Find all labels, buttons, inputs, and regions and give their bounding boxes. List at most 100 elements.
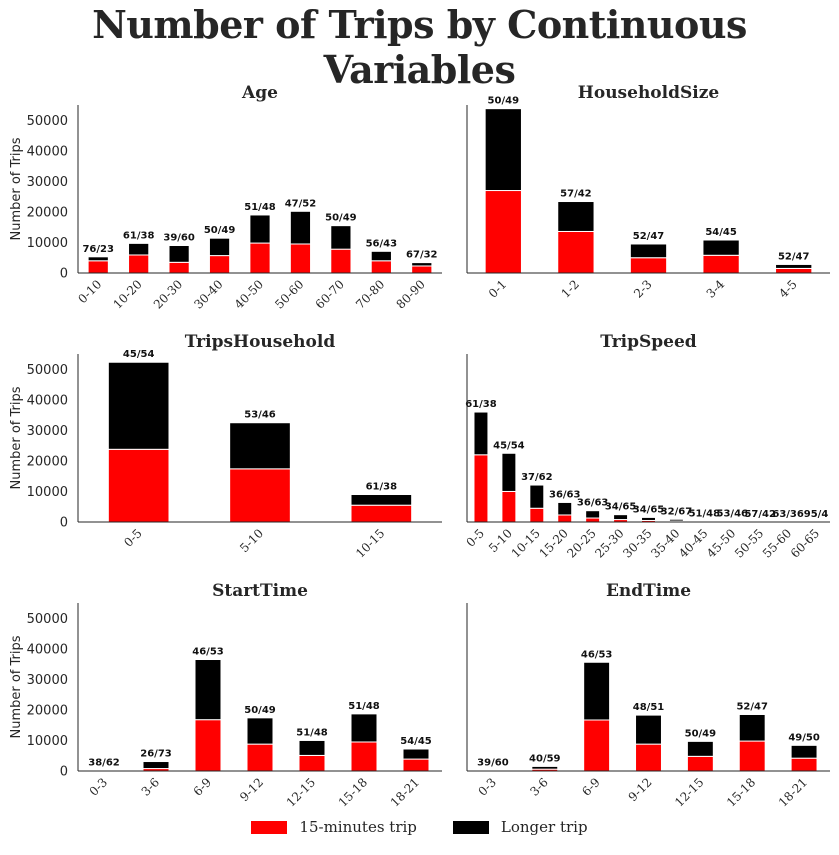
- panel-tripspeed-x-tick-label: 20-25: [564, 526, 598, 560]
- panel-tripshousehold-bar-short: [107, 448, 170, 523]
- panel-starttime-y-tick-label: 10000: [27, 734, 68, 749]
- panel-age-data-label: 61/38: [123, 230, 155, 241]
- panel-age-bar-long: [249, 214, 271, 244]
- panel-tripspeed-bar-long: [557, 501, 573, 516]
- panel-age-x-tick-label: 40-50: [232, 277, 266, 311]
- panel-tripspeed-x-tick-label: 25-30: [592, 526, 626, 560]
- panel-age-y-tick-label: 10000: [27, 236, 68, 251]
- panel-endtime-bar-short: [790, 757, 818, 772]
- panel-endtime-x-tick-label: 12-15: [672, 775, 706, 809]
- panel-tripspeed-x-tick-label: 30-35: [620, 526, 654, 560]
- panel-tripshousehold-data-label: 61/38: [366, 482, 398, 493]
- panel-age-y-tick-label: 20000: [27, 205, 68, 220]
- panel-endtime-bar-short: [686, 755, 714, 772]
- panel-tripspeed-x-tick-label: 60-65: [788, 526, 822, 560]
- panel-endtime-x-tick-label: 9-12: [626, 775, 655, 804]
- panel-starttime-data-label: 50/49: [244, 705, 276, 716]
- panel-tripshousehold-bar-short: [350, 504, 413, 523]
- panel-tripspeed-data-label: 32/67: [661, 506, 693, 517]
- panel-age-bar-short: [411, 265, 433, 274]
- panel-endtime-bar-short: [635, 743, 662, 772]
- panel-starttime-bar-long: [402, 748, 430, 760]
- panel-householdsize-x-tick-label: 0-1: [486, 277, 510, 301]
- panel-endtime-bar-long: [686, 740, 714, 757]
- panel-starttime-y-tick-label: 40000: [27, 642, 68, 657]
- panel-endtime-data-label: 48/51: [633, 702, 665, 713]
- panel-age-x-tick-label: 60-70: [313, 277, 347, 311]
- panel-age-data-label: 56/43: [366, 238, 398, 249]
- panel-tripshousehold-y-tick-label: 0: [60, 516, 68, 531]
- panel-age-x-tick-label: 20-30: [151, 277, 185, 311]
- panel-tripspeed-bar-short: [501, 490, 517, 523]
- panel-age-x-tick-label: 70-80: [353, 277, 387, 311]
- panel-age-x-tick-label: 0-10: [75, 277, 104, 306]
- panel-endtime-x-tick-label: 6-9: [579, 775, 603, 799]
- panel-endtime-bar-short: [583, 719, 611, 772]
- panel-age-y-tick-label: 40000: [27, 144, 68, 159]
- panel-tripspeed-bar-long: [501, 452, 517, 492]
- panel-householdsize-x-tick-label: 3-4: [704, 277, 728, 301]
- panel-age-y-axis-label: Number of Trips: [9, 137, 24, 240]
- panel-age-y-tick-label: 30000: [27, 175, 68, 190]
- panel-tripspeed-bar-long: [668, 518, 684, 522]
- panel-endtime-title: EndTime: [606, 581, 691, 601]
- panel-endtime-x-tick-label: 3-6: [527, 775, 551, 799]
- panel-age-bar-long: [128, 242, 150, 256]
- panel-age-bar-short: [370, 260, 392, 274]
- panel-age-data-label: 51/48: [244, 202, 276, 213]
- panel-starttime-bar-short: [350, 741, 378, 772]
- panel-age-y-tick-label: 50000: [27, 114, 68, 129]
- panel-endtime-x-tick-label: 15-18: [724, 775, 758, 809]
- panel-householdsize-bar-short: [775, 267, 813, 274]
- chart-title: Number of Trips by Continuous Variables: [92, 2, 747, 92]
- legend-swatch-long: [452, 820, 489, 834]
- panel-starttime-x-tick-label: 0-3: [87, 775, 111, 799]
- panel-age-data-label: 67/32: [406, 250, 438, 261]
- panel-householdsize-x-tick-label: 2-3: [631, 277, 655, 301]
- panel-tripshousehold-x-tick-label: 10-15: [353, 526, 387, 560]
- panel-householdsize-bar-long: [629, 243, 668, 259]
- panel-starttime-bar-short: [246, 743, 274, 772]
- panel-householdsize-bar-long: [775, 263, 813, 269]
- panel-householdsize-data-label: 57/42: [560, 189, 592, 200]
- panel-tripspeed-x-tick-label: 35-40: [648, 526, 682, 560]
- panel-householdsize-data-label: 54/45: [705, 227, 737, 238]
- panel-tripspeed-data-label: 51/48: [689, 508, 721, 519]
- panel-age-y-tick-label: 0: [60, 267, 68, 282]
- panel-householdsize-x-tick-label: 4-5: [776, 277, 800, 301]
- panel-householdsize-data-label: 50/49: [488, 96, 520, 107]
- panel-householdsize-data-label: 52/47: [633, 231, 665, 242]
- panel-tripspeed-bar-long: [641, 516, 656, 521]
- panel-householdsize-title: HouseholdSize: [578, 83, 720, 103]
- panel-starttime-bar-long: [194, 659, 222, 721]
- panel-starttime-x-tick-label: 15-18: [336, 775, 370, 809]
- panel-tripshousehold-y-tick-label: 20000: [27, 454, 68, 469]
- figure-canvas: Age Number of Trips 0 10000 20000 30000 40000 5…: [9, 83, 830, 810]
- panel-tripspeed-bar-short: [529, 507, 545, 523]
- panel-tripspeed-x-tick-label: 0-5: [464, 526, 488, 550]
- panel-endtime-bar-long: [790, 744, 818, 759]
- panel-householdsize-bar-short: [702, 254, 740, 274]
- panel-tripspeed-x-tick-label: 50-55: [732, 526, 766, 560]
- panel-tripspeed-data-label: 45/54: [493, 440, 525, 451]
- panel-tripshousehold-bar-long: [350, 494, 413, 506]
- panel-tripspeed-bar-long: [473, 411, 489, 456]
- panel-endtime-bar-long: [531, 765, 559, 770]
- panel-householdsize-bar-short: [629, 257, 668, 274]
- panel-age-bar-long: [289, 210, 312, 245]
- panel-tripshousehold-title: TripsHousehold: [185, 332, 336, 352]
- panel-endtime-bar-short: [738, 740, 766, 772]
- legend-item-short: 15-minutes trip: [251, 818, 417, 836]
- panel-age-bar-short: [330, 248, 352, 274]
- panel-starttime-data-label: 51/48: [296, 727, 328, 738]
- panel-householdsize-bar-long: [702, 239, 740, 256]
- legend-label-long: Longer trip: [500, 818, 588, 836]
- panel-age-data-label: 76/23: [82, 244, 114, 255]
- panel-endtime-bar-long: [635, 714, 662, 745]
- panel-endtime-data-label: 40/59: [529, 753, 561, 764]
- panel-householdsize-bar-short: [484, 190, 522, 274]
- panel-tripshousehold-data-label: 53/46: [244, 410, 276, 421]
- panel-starttime-bar-short: [402, 758, 430, 772]
- panel-age-data-label: 47/52: [285, 198, 317, 209]
- panel-tripspeed-x-tick-label: 15-20: [536, 526, 570, 560]
